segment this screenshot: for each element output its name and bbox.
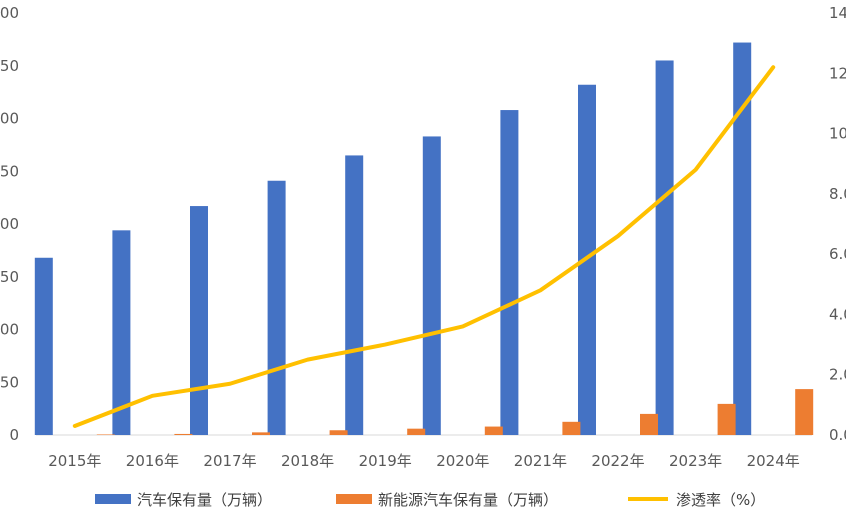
- left-y-tick-label: 0: [9, 426, 19, 444]
- left-y-tick-label: 200: [0, 215, 19, 233]
- x-tick-label: 2016年: [126, 452, 179, 470]
- bar-series: [34, 42, 814, 436]
- bar-nev-vehicles: [174, 433, 193, 435]
- legend: 汽车保有量（万辆） 新能源汽车保有量（万辆） 渗透率（%）: [0, 486, 846, 512]
- legend-swatch: [628, 497, 668, 501]
- x-tick-label: 2023年: [669, 452, 722, 470]
- x-tick-label: 2018年: [281, 452, 334, 470]
- bar-total-vehicles: [112, 230, 131, 435]
- bar-total-vehicles: [345, 155, 364, 436]
- right-y-tick-label: 6.0: [829, 245, 846, 263]
- right-y-tick-label: 8.0: [829, 185, 846, 203]
- left-y-tick-label: 300: [0, 110, 19, 128]
- left-y-tick-label: 400: [0, 4, 19, 22]
- x-tick-label: 2021年: [514, 452, 567, 470]
- bar-nev-vehicles: [252, 432, 270, 435]
- right-y-tick-label: 10.: [829, 125, 846, 143]
- legend-swatch: [336, 494, 372, 504]
- left-y-tick-label: 50: [0, 373, 19, 391]
- bar-nev-vehicles: [795, 389, 814, 435]
- x-tick-label: 2020年: [436, 452, 489, 470]
- x-tick-label: 2015年: [48, 452, 101, 470]
- right-y-tick-label: 0.0: [829, 426, 846, 444]
- bar-total-vehicles: [733, 42, 752, 435]
- x-tick-label: 2017年: [203, 452, 256, 470]
- left-y-tick-label: 150: [0, 268, 19, 286]
- x-tick-label: 2024年: [747, 452, 800, 470]
- left-y-tick-label: 100: [0, 321, 19, 339]
- bar-total-vehicles: [190, 206, 208, 435]
- bar-nev-vehicles: [562, 421, 581, 435]
- line-series: [72, 65, 776, 428]
- bar-total-vehicles: [655, 60, 674, 435]
- right-y-tick-label: 2.0: [829, 366, 846, 384]
- legend-item-nev: 新能源汽车保有量（万辆）: [336, 486, 558, 512]
- left-y-axis: 400 350 300 250 200 150 100 50 0: [0, 4, 19, 444]
- bar-nev-vehicles: [484, 426, 503, 435]
- bar-total-vehicles: [34, 257, 53, 435]
- penetration-rate-line: [72, 65, 776, 428]
- left-y-tick-label: 350: [0, 57, 19, 75]
- left-y-tick-label: 250: [0, 162, 19, 180]
- bar-nev-vehicles: [407, 428, 426, 435]
- bar-nev-vehicles: [640, 413, 658, 435]
- bar-total-vehicles: [500, 110, 519, 435]
- legend-label: 汽车保有量（万辆）: [137, 490, 273, 509]
- bar-nev-vehicles: [717, 403, 736, 435]
- legend-swatch: [95, 494, 131, 504]
- right-y-tick-label: 14: [829, 4, 846, 22]
- bar-total-vehicles: [267, 180, 286, 435]
- bar-nev-vehicles: [96, 434, 115, 435]
- legend-label: 新能源汽车保有量（万辆）: [378, 490, 559, 509]
- right-y-axis: 14 12. 10. 8.0 6.0 4.0 2.0 0.0: [829, 4, 846, 444]
- right-y-tick-label: 12.: [829, 64, 846, 82]
- x-axis-ticks: 2015年 2016年 2017年 2018年 2019年 2020年 2021年 2022年…: [48, 452, 800, 470]
- bar-nev-vehicles: [329, 430, 348, 435]
- bar-total-vehicles: [422, 136, 441, 435]
- x-tick-label: 2022年: [591, 452, 644, 470]
- legend-label: 渗透率（%）: [676, 490, 766, 509]
- legend-item-total: 汽车保有量（万辆）: [95, 486, 272, 512]
- x-tick-label: 2019年: [359, 452, 412, 470]
- right-y-tick-label: 4.0: [829, 305, 846, 323]
- legend-item-rate: 渗透率（%）: [628, 486, 765, 512]
